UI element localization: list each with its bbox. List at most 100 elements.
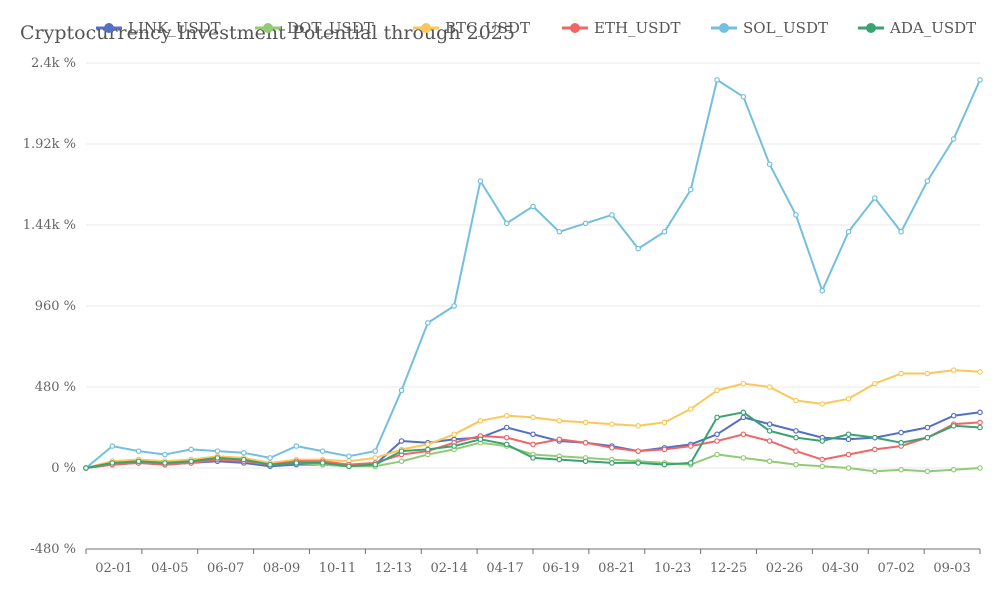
data-point[interactable] <box>451 303 457 309</box>
data-point[interactable] <box>477 436 484 443</box>
data-point[interactable] <box>135 448 142 454</box>
data-point[interactable] <box>687 443 694 449</box>
data-point[interactable] <box>609 460 615 466</box>
data-point[interactable] <box>661 461 668 468</box>
data-point[interactable] <box>661 419 668 426</box>
data-point[interactable] <box>977 465 983 471</box>
data-point[interactable] <box>635 460 641 466</box>
data-point[interactable] <box>845 431 852 438</box>
data-point[interactable] <box>766 161 773 168</box>
data-point[interactable] <box>425 320 431 326</box>
data-point[interactable] <box>635 448 641 454</box>
data-point[interactable] <box>793 434 799 441</box>
data-point[interactable] <box>109 443 116 449</box>
legend-item-ada-usdt[interactable]: ADA_USDT <box>858 19 976 37</box>
data-point[interactable] <box>214 455 221 461</box>
data-point[interactable] <box>740 380 747 387</box>
data-point[interactable] <box>425 441 431 448</box>
data-point[interactable] <box>214 448 221 454</box>
data-point[interactable] <box>398 387 405 394</box>
data-point[interactable] <box>398 438 405 444</box>
data-point[interactable] <box>162 460 168 466</box>
data-point[interactable] <box>819 401 826 407</box>
data-point[interactable] <box>740 409 747 416</box>
data-point[interactable] <box>162 451 168 458</box>
data-point[interactable] <box>398 448 405 454</box>
data-point[interactable] <box>766 384 773 390</box>
data-point[interactable] <box>503 441 510 448</box>
data-point[interactable] <box>950 466 957 473</box>
data-point[interactable] <box>898 429 904 436</box>
data-point[interactable] <box>451 443 457 449</box>
legend-item-eth-usdt[interactable]: ETH_USDT <box>562 19 680 37</box>
data-point[interactable] <box>661 228 668 235</box>
data-point[interactable] <box>556 456 563 463</box>
data-point[interactable] <box>977 369 983 375</box>
series-ada-usdt[interactable] <box>83 409 983 471</box>
data-point[interactable] <box>714 451 720 458</box>
data-point[interactable] <box>109 460 116 466</box>
data-point[interactable] <box>503 424 510 431</box>
data-point[interactable] <box>819 463 826 470</box>
data-point[interactable] <box>530 441 536 448</box>
legend-item-link-usdt[interactable]: LINK_USDT <box>96 19 221 37</box>
legend-item-sol-usdt[interactable]: SOL_USDT <box>711 19 828 37</box>
data-point[interactable] <box>346 463 352 470</box>
data-point[interactable] <box>714 414 720 421</box>
data-point[interactable] <box>740 93 747 100</box>
data-point[interactable] <box>425 446 431 453</box>
data-point[interactable] <box>793 448 799 454</box>
data-point[interactable] <box>293 460 300 466</box>
data-point[interactable] <box>267 461 273 468</box>
data-point[interactable] <box>793 461 799 468</box>
data-point[interactable] <box>872 446 878 453</box>
data-point[interactable] <box>267 455 273 461</box>
data-point[interactable] <box>845 436 852 443</box>
data-point[interactable] <box>977 77 983 83</box>
data-point[interactable] <box>477 178 484 184</box>
data-point[interactable] <box>582 458 589 465</box>
data-point[interactable] <box>661 446 668 453</box>
data-point[interactable] <box>714 77 720 83</box>
data-point[interactable] <box>582 439 589 446</box>
data-point[interactable] <box>872 468 878 475</box>
data-point[interactable] <box>530 431 536 438</box>
data-point[interactable] <box>950 412 957 419</box>
data-point[interactable] <box>188 458 194 465</box>
data-point[interactable] <box>898 439 904 446</box>
data-point[interactable] <box>372 455 379 461</box>
data-point[interactable] <box>898 370 904 377</box>
data-point[interactable] <box>83 465 89 471</box>
data-point[interactable] <box>135 458 142 465</box>
data-point[interactable] <box>845 228 852 235</box>
data-point[interactable] <box>977 419 983 426</box>
data-point[interactable] <box>819 438 826 444</box>
series-sol-usdt[interactable] <box>83 77 983 471</box>
legend[interactable]: LINK_USDT DOT_USDT BTC_USDT ETH_USDT SOL_USD… <box>96 19 976 37</box>
data-point[interactable] <box>950 367 957 373</box>
data-point[interactable] <box>346 453 352 459</box>
data-point[interactable] <box>372 461 379 468</box>
data-point[interactable] <box>924 424 931 431</box>
data-point[interactable] <box>451 431 457 438</box>
data-point[interactable] <box>950 136 957 142</box>
data-point[interactable] <box>582 220 589 227</box>
data-point[interactable] <box>372 448 379 454</box>
data-point[interactable] <box>635 423 641 429</box>
data-point[interactable] <box>240 456 247 463</box>
data-point[interactable] <box>977 409 983 416</box>
data-point[interactable] <box>898 466 904 473</box>
data-point[interactable] <box>714 438 720 444</box>
data-point[interactable] <box>240 450 247 456</box>
data-point[interactable] <box>950 423 957 429</box>
data-point[interactable] <box>556 436 563 443</box>
legend-item-btc-usdt[interactable]: BTC_USDT <box>413 19 530 37</box>
data-point[interactable] <box>530 455 536 461</box>
data-point[interactable] <box>556 228 563 235</box>
data-point[interactable] <box>582 419 589 426</box>
data-point[interactable] <box>687 186 694 193</box>
data-point[interactable] <box>740 455 747 461</box>
data-point[interactable] <box>819 288 826 294</box>
data-point[interactable] <box>503 412 510 419</box>
data-point[interactable] <box>687 406 694 412</box>
